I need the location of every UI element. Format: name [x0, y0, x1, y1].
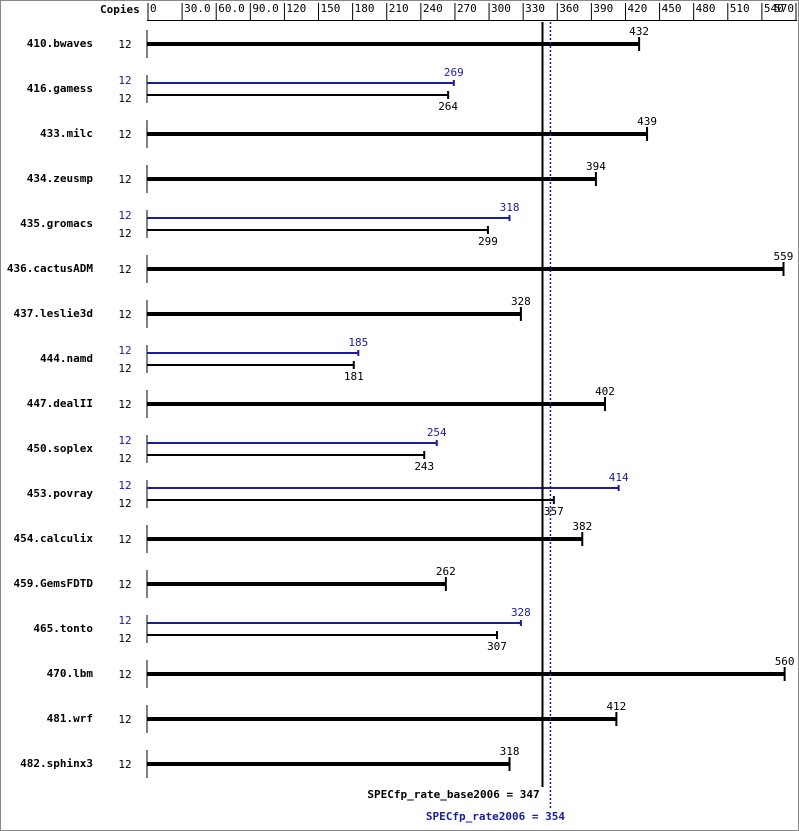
base-bar-value: 181	[344, 370, 364, 383]
base-bar-value: 264	[438, 100, 458, 113]
base-copies: 12	[118, 668, 131, 681]
base-bar-value: 412	[606, 700, 626, 713]
base-bar-value: 559	[774, 250, 794, 263]
peak-bar-value: 318	[500, 201, 520, 214]
base-copies: 12	[118, 128, 131, 141]
x-tick-label: 150	[321, 2, 341, 15]
x-tick-label: 120	[286, 2, 306, 15]
peak-bar-value: 254	[427, 426, 447, 439]
benchmark-name: 470.lbm	[47, 667, 94, 680]
base-bar-value: 318	[500, 745, 520, 758]
x-tick-label: 0	[150, 2, 157, 15]
peak-copies: 12	[118, 479, 131, 492]
peak-copies: 12	[118, 74, 131, 87]
base-copies: 12	[118, 92, 131, 105]
base-copies: 12	[118, 497, 131, 510]
base-copies: 12	[118, 263, 131, 276]
base-copies: 12	[118, 632, 131, 645]
benchmark-name: 453.povray	[27, 487, 94, 500]
x-tick-label: 240	[423, 2, 443, 15]
benchmark-name: 436.cactusADM	[7, 262, 93, 275]
base-copies: 12	[118, 38, 131, 51]
reference-label: SPECfp_rate2006 = 354	[426, 810, 565, 823]
peak-bar-value: 185	[348, 336, 368, 349]
benchmark-name: 450.soplex	[27, 442, 94, 455]
x-tick-label: 60.0	[218, 2, 245, 15]
peak-bar-value: 328	[511, 606, 531, 619]
base-copies: 12	[118, 713, 131, 726]
base-bar-value: 394	[586, 160, 606, 173]
peak-copies: 12	[118, 344, 131, 357]
peak-copies: 12	[118, 614, 131, 627]
base-copies: 12	[118, 452, 131, 465]
peak-bar-value: 269	[444, 66, 464, 79]
base-bar-value: 439	[637, 115, 657, 128]
base-copies: 12	[118, 308, 131, 321]
x-tick-label: 90.0	[252, 2, 279, 15]
benchmark-name: 459.GemsFDTD	[14, 577, 94, 590]
base-bar-value: 432	[629, 25, 649, 38]
benchmark-name: 410.bwaves	[27, 37, 93, 50]
benchmark-name: 435.gromacs	[20, 217, 93, 230]
benchmark-name: 434.zeusmp	[27, 172, 94, 185]
x-tick-label: 390	[593, 2, 613, 15]
peak-bar-value: 414	[609, 471, 629, 484]
x-tick-label: 330	[525, 2, 545, 15]
base-copies: 12	[118, 362, 131, 375]
benchmark-name: 437.leslie3d	[14, 307, 93, 320]
base-copies: 12	[118, 398, 131, 411]
x-tick-label: 540	[764, 2, 784, 15]
base-bar-value: 307	[487, 640, 507, 653]
base-copies: 12	[118, 578, 131, 591]
base-copies: 12	[118, 533, 131, 546]
peak-copies: 12	[118, 209, 131, 222]
base-bar-value: 560	[775, 655, 795, 668]
base-copies: 12	[118, 758, 131, 771]
base-bar-value: 382	[572, 520, 592, 533]
x-tick-label: 300	[491, 2, 511, 15]
benchmark-name: 447.dealII	[27, 397, 93, 410]
benchmark-name: 433.milc	[40, 127, 93, 140]
copies-header: Copies	[100, 3, 140, 16]
base-bar-value: 262	[436, 565, 456, 578]
benchmark-name: 482.sphinx3	[20, 757, 93, 770]
x-tick-label: 210	[389, 2, 409, 15]
x-tick-label: 30.0	[184, 2, 211, 15]
benchmark-name: 444.namd	[40, 352, 93, 365]
base-copies: 12	[118, 227, 131, 240]
x-tick-label: 360	[559, 2, 579, 15]
benchmark-name: 481.wrf	[47, 712, 93, 725]
base-bar-value: 299	[478, 235, 498, 248]
x-tick-label: 270	[457, 2, 477, 15]
benchmark-name: 465.tonto	[33, 622, 93, 635]
x-tick-label: 450	[662, 2, 682, 15]
reference-label: SPECfp_rate_base2006 = 347	[367, 788, 539, 801]
x-tick-label: 420	[627, 2, 647, 15]
base-bar-value: 243	[414, 460, 434, 473]
base-bar-value: 357	[544, 505, 564, 518]
x-tick-label: 180	[355, 2, 375, 15]
x-tick-label: 570	[774, 2, 794, 15]
base-bar-value: 328	[511, 295, 531, 308]
base-copies: 12	[118, 173, 131, 186]
x-tick-label: 510	[730, 2, 750, 15]
x-tick-label: 480	[696, 2, 716, 15]
peak-copies: 12	[118, 434, 131, 447]
base-bar-value: 402	[595, 385, 615, 398]
benchmark-name: 416.gamess	[27, 82, 93, 95]
benchmark-name: 454.calculix	[14, 532, 94, 545]
